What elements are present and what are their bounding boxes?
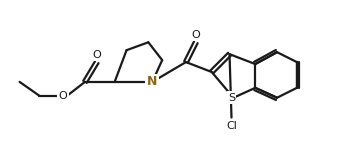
Text: Cl: Cl [226, 121, 237, 130]
Text: O: O [59, 91, 68, 101]
Text: O: O [191, 30, 200, 40]
Text: O: O [92, 50, 101, 60]
Text: N: N [147, 75, 157, 88]
Text: S: S [228, 93, 235, 103]
